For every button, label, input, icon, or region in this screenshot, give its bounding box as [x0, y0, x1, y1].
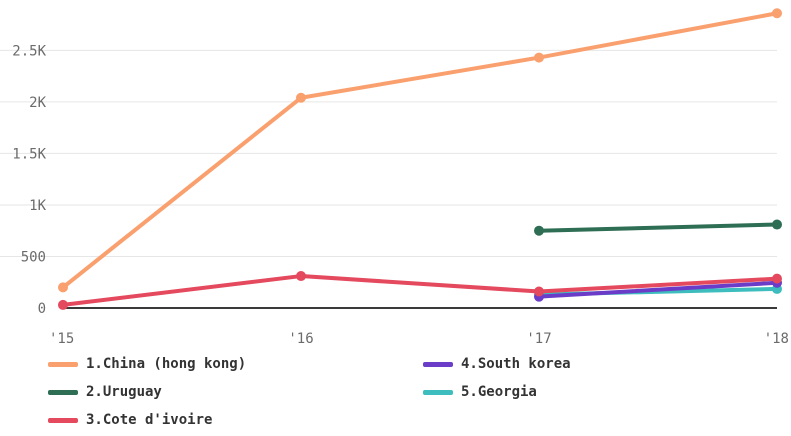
series-line [537, 280, 779, 299]
y-axis-ticks: 0 500 1K 1.5K 2K 2.5K [12, 43, 46, 317]
legend-label: 5.Georgia [461, 384, 537, 400]
data-point [58, 282, 68, 293]
data-point [534, 52, 544, 63]
x-axis-ticks: '15 '16 '17 '18 [49, 331, 789, 347]
series-layer [58, 8, 782, 310]
legend-swatch [48, 417, 78, 423]
data-point [772, 273, 782, 284]
legend-swatch [48, 361, 78, 367]
legend-label: 2.Uruguay [86, 384, 162, 400]
legend-label: 1.China (hong kong) [86, 356, 247, 372]
y-tick-label: 2K [29, 95, 46, 111]
y-tick-label: 0 [38, 301, 46, 317]
series-line [61, 274, 779, 307]
legend-item: 4.South korea [423, 356, 571, 372]
legend-swatch [423, 389, 453, 395]
series-line [537, 222, 779, 233]
legend-label: 4.South korea [461, 356, 571, 372]
legend-item: 2.Uruguay [48, 384, 162, 400]
legend-swatch [423, 361, 453, 367]
data-point [58, 299, 68, 310]
data-point [772, 8, 782, 19]
data-point [534, 225, 544, 236]
grid-layer [0, 49, 777, 309]
x-tick-label: '15 [49, 331, 74, 347]
y-tick-label: 1K [29, 198, 46, 214]
legend-item: 5.Georgia [423, 384, 537, 400]
data-point [296, 92, 306, 103]
data-point [296, 271, 306, 282]
x-tick-label: '18 [764, 331, 789, 347]
x-tick-label: '17 [526, 331, 551, 347]
data-point [772, 219, 782, 230]
legend-swatch [48, 389, 78, 395]
series-line [61, 11, 779, 290]
legend-item: 3.Cote d'ivoire [48, 412, 212, 428]
legend-item: 1.China (hong kong) [48, 356, 246, 372]
y-tick-label: 1.5K [12, 146, 46, 162]
legend-label: 3.Cote d'ivoire [86, 412, 213, 428]
y-tick-label: 2.5K [12, 43, 46, 59]
x-tick-label: '16 [288, 331, 313, 347]
y-tick-label: 500 [21, 249, 46, 265]
data-point [534, 286, 544, 297]
